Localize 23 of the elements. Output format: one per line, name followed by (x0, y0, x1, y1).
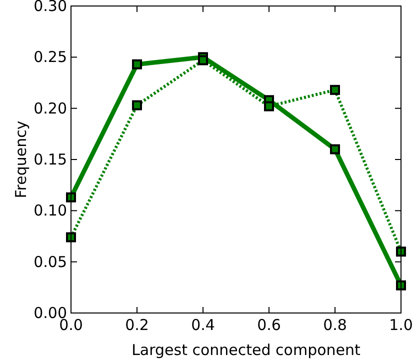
x-tick-label: 0.8 (323, 316, 347, 334)
point (66, 192, 76, 202)
y-tick-label: 0.20 (34, 99, 67, 118)
point (396, 280, 406, 290)
x-tick-label: 0.6 (257, 316, 281, 334)
x-axis-title: Largest connected component (132, 341, 361, 359)
y-tick-label: 0.25 (34, 48, 67, 66)
y-tick-label: 0.05 (34, 252, 67, 271)
point (330, 84, 340, 95)
point (198, 55, 208, 66)
x-tick-label: 0.4 (191, 316, 215, 334)
y-tick-label: 0.10 (34, 202, 67, 220)
point (132, 100, 142, 110)
y-tick-label: 0.30 (34, 0, 67, 15)
y-tick-label: 0.15 (34, 150, 67, 168)
y-axis-title: Frequency (12, 120, 30, 198)
point (264, 101, 274, 112)
point (132, 59, 142, 70)
x-tick-label: 1.0 (389, 316, 413, 334)
point (330, 144, 340, 154)
point (66, 232, 76, 242)
x-tick-label: 0.2 (125, 316, 149, 334)
point (396, 246, 406, 257)
